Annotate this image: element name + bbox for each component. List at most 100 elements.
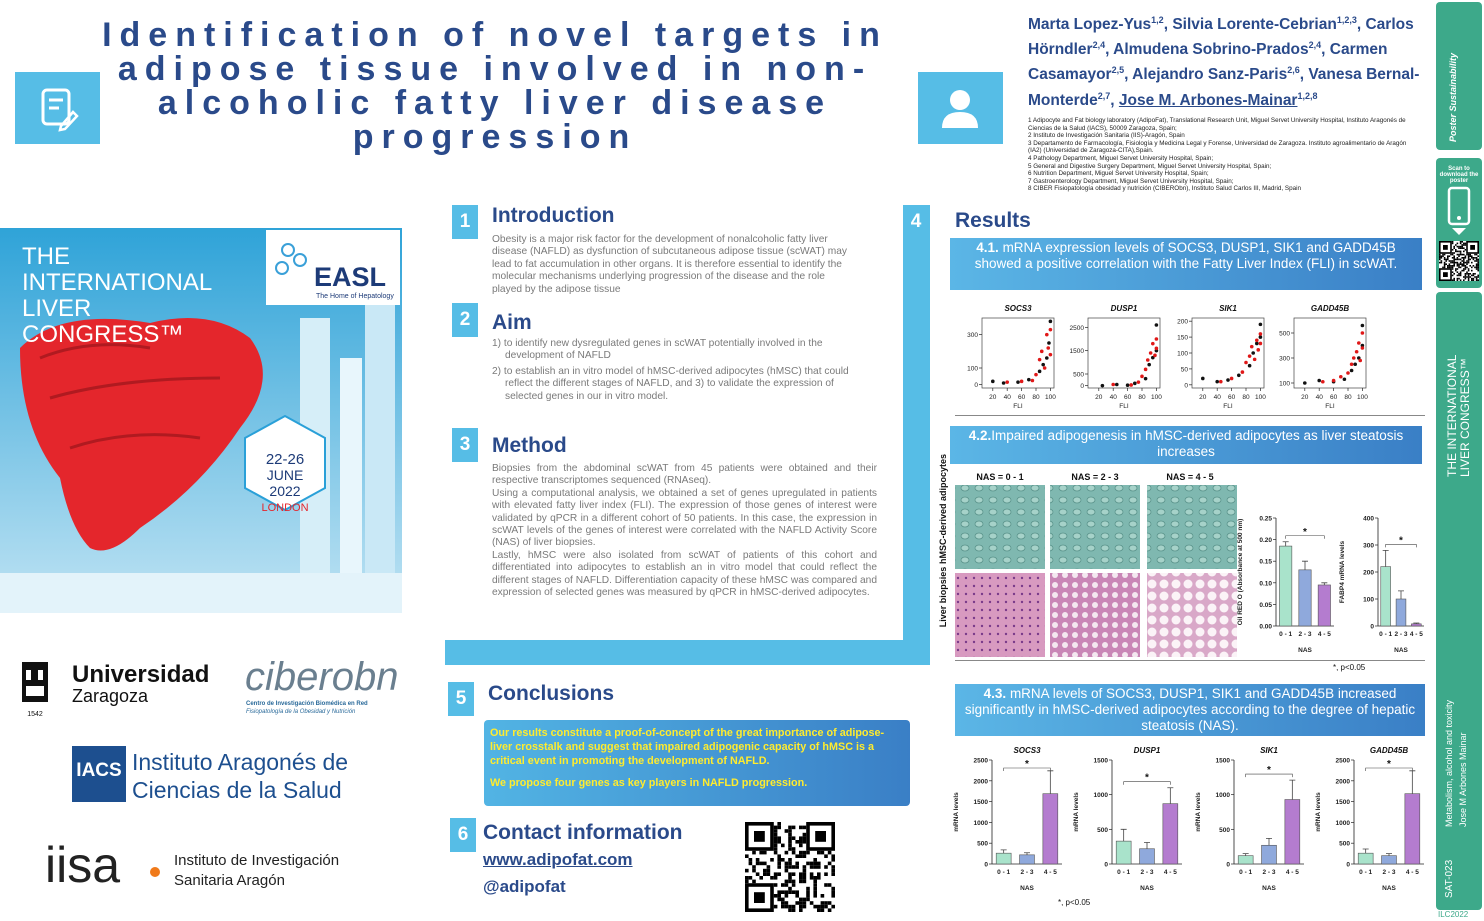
x-axis-label: FLI: [1119, 403, 1129, 410]
x-tick-label: 60: [1124, 394, 1132, 401]
error-bar: [1409, 770, 1416, 794]
twitter-handle[interactable]: @adipofat: [483, 877, 566, 896]
significance-star: *: [1267, 765, 1271, 776]
qr-cell: [795, 840, 799, 844]
qr-cell: [809, 876, 814, 880]
scatter-point: [1100, 383, 1105, 388]
qr-cell: [827, 901, 832, 905]
congress-line: LIVER: [22, 295, 91, 322]
y-tick-label: 0.10: [1259, 580, 1272, 587]
x-tick-label: 100: [1357, 394, 1368, 401]
website-link[interactable]: www.adipofat.com: [483, 850, 633, 869]
error-bar: [1398, 590, 1404, 599]
qr-cell: [802, 825, 807, 830]
qr-cell: [813, 865, 817, 869]
scatter-point: [1252, 357, 1257, 362]
qr-cell: [763, 872, 767, 876]
scatter-point: [1258, 341, 1263, 346]
y-tick-label: 500: [1073, 372, 1084, 379]
qr-cell: [799, 836, 803, 840]
scatter-point: [1346, 371, 1350, 375]
qr-cell: [791, 847, 796, 851]
scatter-point: [1129, 383, 1133, 387]
iisa-name: Sanitaria Aragón: [174, 872, 285, 889]
qr-finder: [754, 892, 765, 903]
doc-icon-box: [15, 72, 100, 144]
qr-cell: [806, 897, 810, 902]
qr-cell: [824, 854, 828, 858]
qr-cell: [788, 876, 792, 880]
qr-cell: [788, 836, 792, 840]
author: Marta Lopez-Yus1,2: [1028, 15, 1172, 34]
scatter-point: [1147, 362, 1151, 367]
qr-cell: [777, 854, 781, 858]
y-tick-label: 0: [974, 382, 978, 389]
qr-code: [744, 821, 836, 913]
error-bar: [1167, 787, 1174, 804]
scatter-point: [1247, 354, 1252, 358]
x-tick-label: 60: [1228, 394, 1236, 401]
scatter-point: [1047, 341, 1051, 345]
qr-cell: [799, 897, 803, 902]
y-tick-label: 0: [1370, 624, 1374, 631]
scatter-point: [1354, 349, 1359, 354]
significance-bracket: [1385, 544, 1417, 548]
y-tick-label: 1500: [1094, 758, 1109, 765]
qr-cell: [788, 840, 792, 844]
author-affiliation: 2,4: [1308, 40, 1322, 51]
plot-frame: [981, 317, 1055, 389]
scatter-point: [1048, 352, 1053, 357]
sidebar-code: SAT-023: [1444, 859, 1455, 898]
qr-cell: [831, 865, 835, 869]
section-heading: Contact information: [483, 821, 683, 844]
author-name: Carlos Hörndler: [1028, 16, 1414, 59]
congress-city: LONDON: [261, 502, 308, 514]
x-tick-label: 0 - 1: [1359, 869, 1372, 876]
x-tick-label: 20: [1301, 394, 1309, 401]
chart-title: SIK1: [1260, 746, 1278, 755]
qr-cell: [788, 872, 792, 876]
x-tick-label: 20: [1095, 394, 1103, 401]
y-tick-label: 500: [1097, 827, 1108, 834]
congress-line: INTERNATIONAL: [22, 269, 212, 296]
qr-cell: [806, 890, 810, 894]
bar: [1395, 598, 1407, 627]
sidebar-topic: Metabolism, alcohol and toxicity: [1444, 699, 1454, 827]
frame-bar: [445, 640, 930, 665]
congress-month: JUNE: [267, 467, 304, 483]
qr-cell: [802, 872, 807, 876]
y-tick-label: 1500: [1336, 799, 1351, 806]
qr-cell: [802, 904, 807, 909]
author-name: Silvia Lorente-Cebrian: [1172, 16, 1337, 34]
scatter-point: [1019, 379, 1024, 384]
y-tick-label: 1000: [974, 820, 989, 827]
x-tick-label: 40: [1316, 394, 1324, 401]
unizar-year: 1542: [27, 711, 43, 718]
scatter-point: [1255, 338, 1259, 343]
error-bar: [1266, 837, 1272, 846]
error-bar: [1382, 550, 1389, 567]
y-tick-label: 2500: [1070, 325, 1085, 332]
result-text: mRNA levels of SOCS3, DUSP1, SIK1 and GA…: [964, 686, 1416, 733]
qr-cell: [788, 865, 792, 869]
qr-cell: [777, 836, 781, 840]
scatter-point: [1351, 356, 1356, 360]
qr-cell: [799, 876, 803, 880]
person-icon: [942, 90, 978, 128]
qr-cell: [777, 825, 781, 830]
qr-cell: [809, 861, 814, 866]
section-number: 3: [452, 428, 478, 462]
scatter-point: [1045, 332, 1049, 337]
scatter-point: [1201, 376, 1205, 381]
qr-cell: [802, 850, 807, 855]
author-name: Marta Lopez-Yus: [1028, 16, 1152, 34]
section-heading: Results: [955, 209, 1031, 232]
sidebar-author: Jose M Arbones Mainar: [1458, 732, 1468, 827]
x-tick-label: 100: [1045, 394, 1056, 401]
affiliation: 4 Pathology Department, Miguel Servet Un…: [1028, 154, 1214, 162]
bar: [1380, 566, 1391, 627]
qr-cell: [773, 843, 778, 848]
bar: [1357, 852, 1374, 865]
y-tick-label: 2000: [974, 778, 989, 785]
scatter-point: [1226, 378, 1230, 382]
